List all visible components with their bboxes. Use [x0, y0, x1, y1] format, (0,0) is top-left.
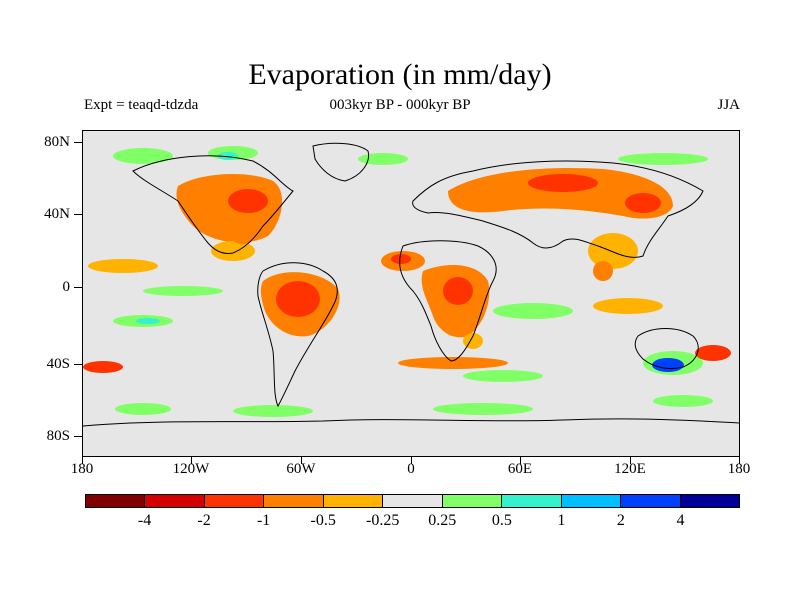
colorbar-label: 1: [557, 512, 566, 529]
colorbar-box: [502, 495, 562, 507]
colorbar-box: [680, 495, 739, 507]
anomaly-region: [143, 286, 223, 296]
colorbar-label: 4: [676, 512, 685, 529]
anomaly-region: [593, 261, 613, 281]
lon-label-60w: 60W: [286, 461, 316, 477]
lon-tick: [301, 457, 302, 464]
coastlines: [83, 142, 739, 427]
anomaly-region: [211, 241, 255, 261]
anomaly-region: [358, 153, 408, 165]
colorbar-box: [383, 495, 443, 507]
coastline-south-america: [257, 262, 338, 408]
lat-tick: [74, 287, 82, 288]
anomaly-region: [433, 403, 533, 415]
lat-label-80s: 80S: [46, 428, 70, 444]
anomaly-region: [391, 254, 411, 264]
lon-tick: [520, 457, 521, 464]
anomaly-region: [83, 361, 123, 373]
colorbar-label: -1: [256, 512, 271, 529]
lon-tick: [191, 457, 192, 464]
experiment-label: Expt = teaqd-tdzda: [84, 97, 199, 113]
colorbar-box: [442, 495, 503, 507]
coastline-antarctica: [83, 418, 739, 427]
coastline-eurasia: [412, 160, 704, 258]
coastline-north-america: [132, 155, 294, 254]
colorbar-label: -0.25: [366, 512, 400, 529]
lon-tick: [411, 457, 412, 464]
colorbar-box: [264, 495, 324, 507]
anomaly-region: [588, 233, 638, 269]
period-label: 003kyr BP - 000kyr BP: [329, 97, 471, 113]
lon-label-180w: 180: [70, 461, 94, 477]
lat-label-80n: 80N: [44, 134, 70, 150]
coastline-australia: [634, 328, 699, 370]
lon-label-120w: 120W: [172, 461, 210, 477]
anomaly-region: [218, 152, 238, 160]
anomaly-region: [493, 303, 573, 319]
lon-tick: [630, 457, 631, 464]
evaporation-map: [82, 130, 740, 457]
lat-label-40n: 40N: [44, 206, 70, 222]
lat-tick: [74, 214, 82, 215]
anomaly-region: [653, 395, 713, 407]
colorbar-box: [145, 495, 205, 507]
lon-label-120e: 120E: [614, 461, 646, 477]
colorbar-box: [204, 495, 265, 507]
coastline-greenland: [312, 142, 370, 182]
anomaly-region: [233, 405, 313, 417]
colorbar-label: 2: [616, 512, 625, 529]
anomaly-region: [528, 174, 598, 192]
lon-tick: [82, 457, 83, 464]
colorbar-label: -4: [137, 512, 152, 529]
anomaly-region: [448, 168, 673, 219]
colorbar-label: -0.5: [310, 512, 336, 529]
anomaly-region: [88, 259, 158, 273]
lon-label-60e: 60E: [507, 461, 533, 477]
anomaly-region: [276, 281, 320, 317]
anomaly-region: [176, 174, 283, 243]
anomaly-region: [625, 193, 661, 213]
lat-tick: [74, 436, 82, 437]
colorbar-label: -2: [197, 512, 211, 529]
lat-label-0: 0: [62, 279, 71, 295]
anomaly-region: [136, 318, 160, 324]
season-label: JJA: [717, 97, 740, 113]
lat-label-40s: 40S: [46, 356, 70, 372]
anomaly-region: [115, 403, 171, 415]
colorbar-box: [323, 495, 384, 507]
anomaly-region: [593, 298, 663, 314]
anomaly-region: [113, 148, 173, 164]
colorbar-box: [621, 495, 681, 507]
anomaly-region: [618, 153, 708, 165]
anomaly-region: [652, 358, 684, 372]
colorbar-box: [561, 495, 622, 507]
lon-label-180e: 180: [727, 461, 751, 477]
coastline-africa: [399, 240, 497, 362]
anomaly-region: [231, 228, 255, 244]
colorbar-box: [86, 495, 146, 507]
lat-tick: [74, 364, 82, 365]
colorbar-label: 0.25: [428, 512, 457, 529]
lat-tick: [74, 142, 82, 143]
anomaly-region: [695, 345, 731, 361]
colorbar-label: 0.5: [491, 512, 512, 529]
anomaly-region: [443, 277, 473, 305]
lon-tick: [739, 457, 740, 464]
map-title: Evaporation (in mm/day): [248, 58, 552, 91]
colorbar: [85, 494, 740, 508]
anomaly-region: [463, 370, 543, 382]
anomaly-fields: [83, 146, 731, 417]
anomaly-region: [398, 357, 508, 369]
anomaly-region: [228, 189, 268, 213]
lon-label-0: 0: [407, 461, 415, 477]
